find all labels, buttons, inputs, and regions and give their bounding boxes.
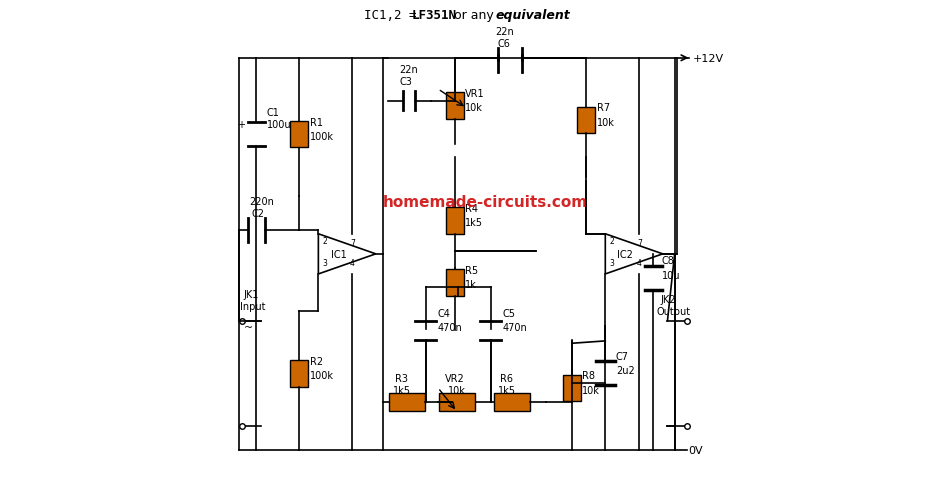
Text: 2u2: 2u2 bbox=[616, 366, 635, 376]
Bar bbox=[389, 393, 425, 411]
Text: C8: C8 bbox=[661, 256, 674, 266]
Text: ~: ~ bbox=[244, 323, 253, 333]
Text: 100k: 100k bbox=[310, 371, 334, 380]
Text: 220n: 220n bbox=[249, 196, 274, 206]
Text: homemade-circuits.com: homemade-circuits.com bbox=[383, 194, 588, 209]
Polygon shape bbox=[605, 234, 662, 275]
Text: 22n: 22n bbox=[400, 65, 418, 75]
Text: 0V: 0V bbox=[688, 445, 703, 455]
Bar bbox=[290, 122, 309, 148]
Text: 100u: 100u bbox=[266, 120, 292, 130]
Text: equivalent: equivalent bbox=[495, 9, 570, 22]
Text: 1k5: 1k5 bbox=[392, 385, 411, 395]
Text: 10k: 10k bbox=[597, 118, 614, 128]
Bar bbox=[494, 393, 530, 411]
Text: +: + bbox=[237, 120, 245, 130]
Bar bbox=[446, 208, 463, 234]
Text: R6: R6 bbox=[500, 373, 513, 383]
Text: 2: 2 bbox=[322, 236, 327, 245]
Text: C5: C5 bbox=[503, 308, 516, 318]
Text: 2: 2 bbox=[609, 236, 613, 245]
Text: R5: R5 bbox=[465, 265, 478, 276]
Text: LF351N: LF351N bbox=[412, 9, 457, 22]
Text: IC1: IC1 bbox=[330, 249, 346, 259]
Text: C3: C3 bbox=[400, 77, 413, 87]
Text: 10u: 10u bbox=[661, 270, 680, 280]
Text: VR2: VR2 bbox=[446, 373, 465, 383]
Text: 100k: 100k bbox=[310, 132, 334, 142]
Text: C7: C7 bbox=[616, 351, 628, 361]
Text: R2: R2 bbox=[310, 356, 323, 366]
Text: +12V: +12V bbox=[693, 54, 724, 64]
Text: 1k: 1k bbox=[465, 280, 477, 290]
Text: 3: 3 bbox=[322, 259, 327, 267]
Text: R4: R4 bbox=[465, 204, 478, 214]
Text: R8: R8 bbox=[582, 371, 596, 380]
Text: C6: C6 bbox=[498, 39, 510, 48]
Text: 7: 7 bbox=[637, 239, 642, 248]
Text: Input: Input bbox=[240, 301, 265, 311]
Text: Output: Output bbox=[657, 306, 691, 316]
Bar bbox=[563, 375, 581, 401]
Text: 22n: 22n bbox=[495, 27, 514, 37]
Bar bbox=[439, 393, 475, 411]
Text: 470n: 470n bbox=[438, 323, 462, 333]
Text: JK1: JK1 bbox=[243, 289, 259, 299]
Text: or any: or any bbox=[450, 9, 498, 22]
Bar bbox=[446, 270, 463, 296]
Text: 10k: 10k bbox=[465, 103, 483, 113]
Text: 1k5: 1k5 bbox=[498, 385, 516, 395]
Text: 4: 4 bbox=[350, 259, 355, 267]
Text: 10k: 10k bbox=[582, 385, 600, 395]
Text: 4: 4 bbox=[637, 259, 642, 267]
Text: VR1: VR1 bbox=[465, 89, 485, 99]
Text: JK2: JK2 bbox=[660, 294, 675, 304]
Bar bbox=[577, 108, 596, 134]
Bar bbox=[290, 360, 309, 387]
Polygon shape bbox=[318, 234, 376, 275]
Text: C2: C2 bbox=[251, 208, 265, 218]
Text: 10k: 10k bbox=[447, 385, 465, 395]
Text: IC2: IC2 bbox=[617, 249, 633, 259]
Bar bbox=[446, 93, 463, 120]
Text: 7: 7 bbox=[350, 239, 355, 248]
Text: R1: R1 bbox=[310, 118, 323, 128]
Text: IC1,2 =: IC1,2 = bbox=[364, 9, 424, 22]
Text: 1k5: 1k5 bbox=[465, 218, 483, 228]
Text: 470n: 470n bbox=[503, 323, 527, 333]
Text: C1: C1 bbox=[266, 108, 280, 118]
Text: 3: 3 bbox=[609, 259, 614, 267]
Text: R3: R3 bbox=[395, 373, 408, 383]
Text: C4: C4 bbox=[438, 308, 451, 318]
Text: R7: R7 bbox=[597, 103, 610, 113]
